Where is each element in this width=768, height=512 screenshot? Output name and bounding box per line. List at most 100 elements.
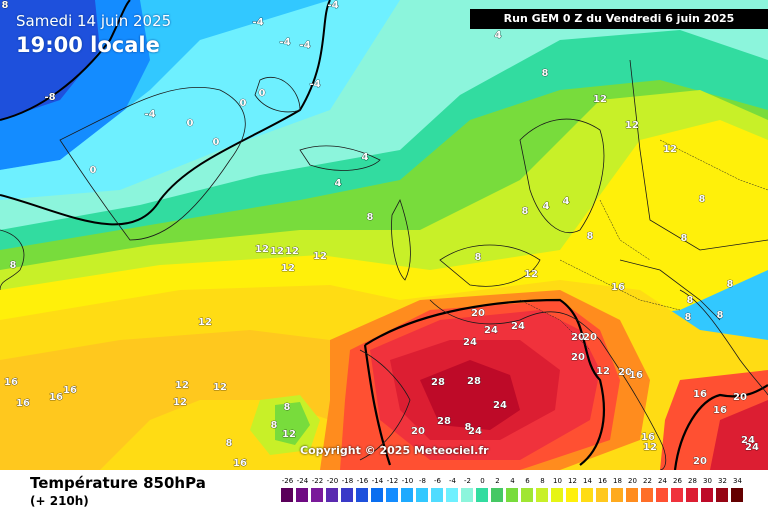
legend-value: 34 — [733, 477, 742, 485]
legend-value: 30 — [703, 477, 712, 485]
legend-value: -12 — [386, 477, 399, 485]
temperature-label: 20 — [571, 352, 585, 363]
legend-value: 22 — [643, 477, 652, 485]
temperature-label: 20 — [411, 426, 425, 437]
legend-value: 18 — [613, 477, 622, 485]
legend-value: -16 — [356, 477, 369, 485]
temperature-label: -4 — [309, 79, 320, 90]
temperature-label: 0 — [240, 98, 247, 109]
temperature-label: 8 — [475, 252, 482, 263]
temperature-label: 16 — [693, 389, 707, 400]
temperature-label: 8 — [681, 233, 688, 244]
legend-value: 6 — [525, 477, 530, 485]
temperature-label: 12 — [524, 269, 538, 280]
temperature-label: 8 — [284, 402, 291, 413]
legend-value: 0 — [480, 477, 485, 485]
legend-swatch — [701, 488, 714, 502]
temperature-label: 12 — [625, 120, 639, 131]
forecast-date: Samedi 14 juin 2025 — [16, 12, 172, 30]
legend-value: -24 — [296, 477, 309, 485]
band-darkest-blue — [0, 0, 100, 120]
temperature-label: 28 — [431, 377, 445, 388]
temperature-label: 16 — [4, 377, 18, 388]
legend-value: -14 — [371, 477, 384, 485]
temperature-label: 16 — [629, 370, 643, 381]
temperature-label: 8 — [699, 194, 706, 205]
legend-value: 16 — [598, 477, 607, 485]
temperature-label: 8 — [522, 206, 529, 217]
legend-value: -4 — [449, 477, 456, 485]
temperature-label: 8 — [727, 279, 734, 290]
copyright-notice: Copyright © 2025 Meteociel.fr — [300, 444, 489, 457]
temperature-label: 12 — [593, 94, 607, 105]
temperature-label: 16 — [641, 432, 655, 443]
temperature-label: 24 — [493, 400, 507, 411]
footer: Température 850hPa (+ 210h) — [0, 470, 768, 512]
temperature-label: 20 — [583, 332, 597, 343]
legend-value: -26 — [281, 477, 294, 485]
temperature-label: 4 — [563, 196, 570, 207]
legend-swatch — [296, 488, 309, 502]
coastlines — [0, 59, 768, 470]
temperature-label: -4 — [299, 40, 310, 51]
temperature-label: 8 — [10, 260, 17, 271]
temperature-label: 12 — [173, 397, 187, 408]
temperature-label: 8 — [367, 212, 374, 223]
legend-value: 28 — [688, 477, 697, 485]
temperature-label: 8 — [685, 312, 692, 323]
legend-value: 4 — [510, 477, 515, 485]
legend-value: 24 — [658, 477, 667, 485]
temperature-label: 12 — [282, 429, 296, 440]
temperature-label: 24 — [741, 435, 755, 446]
legend-value: 2 — [495, 477, 500, 485]
temperature-label: 8 — [2, 0, 9, 11]
legend-value: 12 — [568, 477, 577, 485]
legend-swatch — [356, 488, 369, 502]
temperature-label: 8 — [271, 420, 278, 431]
temperature-label: 20 — [693, 456, 707, 467]
band-southeast-dark-red — [710, 400, 768, 470]
legend-value: 20 — [628, 477, 637, 485]
temperature-label: 4 — [362, 152, 369, 163]
legend-value: -20 — [326, 477, 339, 485]
temperature-label: -4 — [327, 0, 338, 11]
legend-swatch — [311, 488, 324, 502]
temperature-label: -4 — [144, 109, 155, 120]
temperature-label: 0 — [213, 137, 220, 148]
band-cool-pocket-inner — [275, 402, 310, 445]
temperature-label: 8 — [717, 310, 724, 321]
forecast-offset: (+ 210h) — [30, 494, 89, 508]
borders — [519, 139, 768, 351]
legend-swatch — [656, 488, 669, 502]
temperature-label: 12 — [213, 382, 227, 393]
temperature-label: 24 — [511, 321, 525, 332]
temperature-label: 20 — [471, 308, 485, 319]
legend-swatch — [521, 488, 534, 502]
temperature-label: 20 — [571, 332, 585, 343]
band-orange-mid — [0, 330, 350, 470]
legend-value: -22 — [311, 477, 324, 485]
temperature-label: 8 — [687, 295, 694, 306]
legend-value: -18 — [341, 477, 354, 485]
legend-value: 10 — [553, 477, 562, 485]
legend-value: 14 — [583, 477, 592, 485]
legend-swatch — [551, 488, 564, 502]
legend-value: 26 — [673, 477, 682, 485]
legend-value: 8 — [540, 477, 545, 485]
temperature-label: 24 — [745, 442, 759, 453]
temperature-label: 12 — [175, 380, 189, 391]
temperature-label: 12 — [255, 244, 269, 255]
legend-swatch — [416, 488, 429, 502]
temperature-label: -4 — [279, 37, 290, 48]
legend-swatch — [446, 488, 459, 502]
temperature-label: 12 — [596, 366, 610, 377]
isotherm-zero — [0, 0, 331, 226]
legend-value: 32 — [718, 477, 727, 485]
legend-swatch — [491, 488, 504, 502]
temperature-label: 8 — [465, 422, 472, 433]
temperature-label: 8 — [226, 438, 233, 449]
isotherm-minus8 — [0, 0, 131, 121]
legend-swatch — [611, 488, 624, 502]
